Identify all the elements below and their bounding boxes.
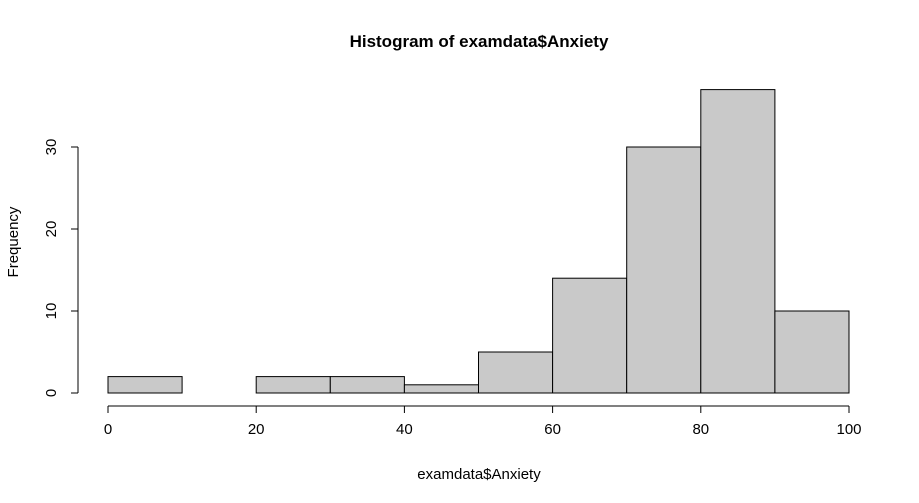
histogram-bar-40-50 — [403, 384, 479, 394]
x-tick-label-100: 100 — [836, 421, 861, 438]
x-tick-label-20: 20 — [248, 421, 265, 438]
x-axis: 0 20 40 60 80 100 — [104, 405, 862, 438]
histogram-bar-30-40 — [329, 376, 405, 394]
y-tick-label-30: 30 — [43, 139, 60, 156]
y-tick-label-0: 0 — [43, 389, 60, 397]
histogram-bar-70-80 — [626, 146, 702, 394]
x-tick-label-80: 80 — [692, 421, 709, 438]
bars-group — [107, 89, 850, 394]
x-axis-label: examdata$Anxiety — [417, 466, 541, 483]
histogram-bar-20-30 — [255, 376, 331, 394]
histogram-bar-50-60 — [478, 351, 554, 394]
y-tick-label-20: 20 — [43, 221, 60, 238]
histogram-bar-60-70 — [552, 277, 628, 394]
histogram-bar-90-100 — [774, 310, 850, 394]
histogram-bar-80-90 — [700, 89, 776, 394]
y-tick-label-10: 10 — [43, 303, 60, 320]
x-tick-label-0: 0 — [104, 421, 112, 438]
x-tick-label-60: 60 — [544, 421, 561, 438]
y-axis-label: Frequency — [5, 206, 22, 277]
y-axis: 0 10 20 30 — [43, 139, 79, 397]
chart-title: Histogram of examdata$Anxiety — [350, 32, 609, 51]
x-tick-label-40: 40 — [396, 421, 413, 438]
histogram-bar-0-10 — [107, 376, 183, 394]
